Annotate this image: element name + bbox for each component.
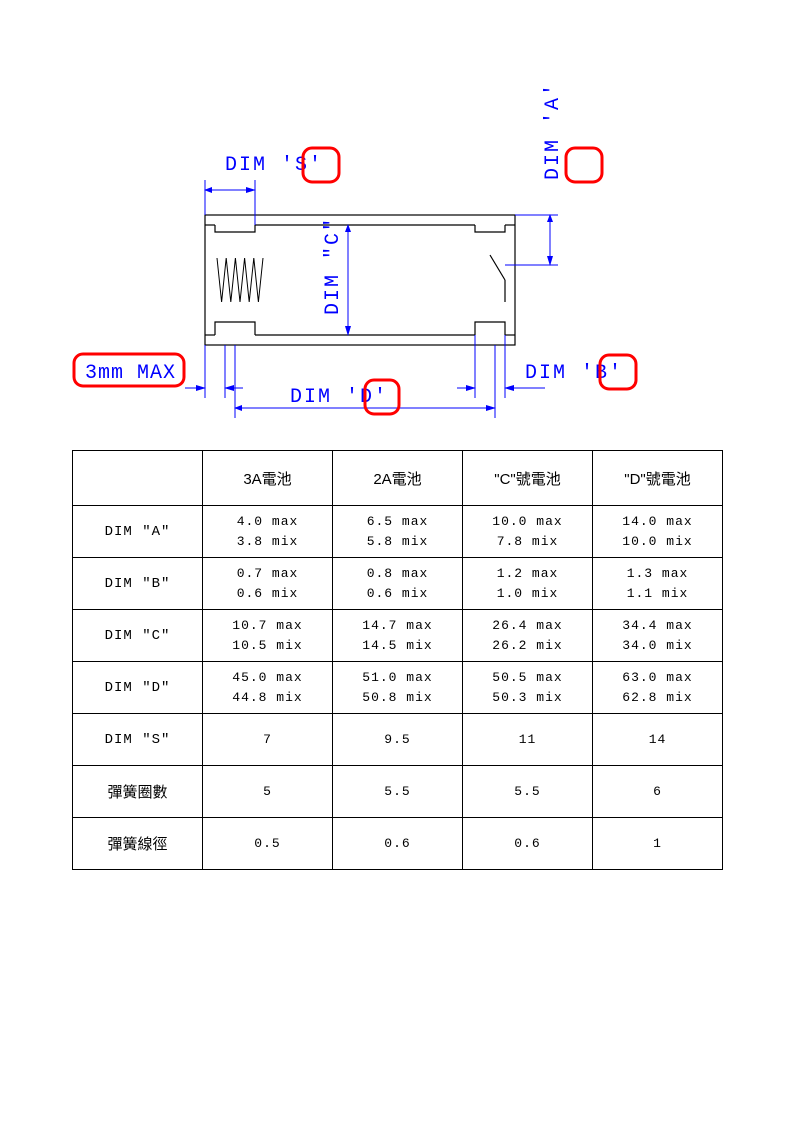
- col-header: 3A電池: [203, 451, 333, 506]
- table-cell: 0.7 max0.6 mix: [203, 558, 333, 610]
- dim-b-label: DIM 'B': [525, 362, 623, 385]
- table-cell: 7: [203, 714, 333, 766]
- dim-s-label: DIM 'S': [225, 154, 323, 177]
- table-cell: 14: [593, 714, 723, 766]
- table-cell: 11: [463, 714, 593, 766]
- table-cell: 14.7 max14.5 mix: [333, 610, 463, 662]
- col-header: "D"號電池: [593, 451, 723, 506]
- row-label: 彈簧圈數: [73, 766, 203, 818]
- table-cell: 10.0 max7.8 mix: [463, 506, 593, 558]
- table-cell: 9.5: [333, 714, 463, 766]
- table-cell: 63.0 max62.8 mix: [593, 662, 723, 714]
- table-cell: 45.0 max44.8 mix: [203, 662, 333, 714]
- table-cell: 4.0 max3.8 mix: [203, 506, 333, 558]
- table-cell: 51.0 max50.8 mix: [333, 662, 463, 714]
- col-header: 2A電池: [333, 451, 463, 506]
- dim-d-label: DIM 'D': [290, 386, 388, 409]
- row-label: DIM "C": [73, 610, 203, 662]
- table-row: 彈簧線徑0.50.60.61: [73, 818, 723, 870]
- table-cell: 6.5 max5.8 mix: [333, 506, 463, 558]
- table-cell: 1: [593, 818, 723, 870]
- table-cell: 5: [203, 766, 333, 818]
- page-root: DIM 'S' DIM 'A' DIM "C" DIM 'B' DIM 'D' 3mm M…: [0, 0, 793, 1122]
- table-row: DIM "D"45.0 max44.8 mix51.0 max50.8 mix5…: [73, 662, 723, 714]
- spring-icon: [217, 258, 263, 302]
- row-label: 彈簧線徑: [73, 818, 203, 870]
- row-label: DIM "B": [73, 558, 203, 610]
- table-cell: 1.2 max1.0 mix: [463, 558, 593, 610]
- table-cell: 5.5: [333, 766, 463, 818]
- table-cell: 0.6: [463, 818, 593, 870]
- table-cell: 0.6: [333, 818, 463, 870]
- col-header: "C"號電池: [463, 451, 593, 506]
- table-header-row: 3A電池2A電池"C"號電池"D"號電池: [73, 451, 723, 506]
- table-cell: 10.7 max10.5 mix: [203, 610, 333, 662]
- table-row: 彈簧圈數55.55.56: [73, 766, 723, 818]
- table-cell: 5.5: [463, 766, 593, 818]
- row-label: DIM "A": [73, 506, 203, 558]
- table-cell: 26.4 max26.2 mix: [463, 610, 593, 662]
- row-label: DIM "S": [73, 714, 203, 766]
- table-row: DIM "C"10.7 max10.5 mix14.7 max14.5 mix2…: [73, 610, 723, 662]
- battery-holder-diagram: DIM 'S' DIM 'A' DIM "C" DIM 'B' DIM 'D' 3mm M…: [0, 0, 793, 430]
- dim-a-label: DIM 'A': [542, 82, 565, 180]
- dim-c-label: DIM "C": [322, 217, 345, 315]
- table-row: DIM "A"4.0 max3.8 mix6.5 max5.8 mix10.0 …: [73, 506, 723, 558]
- table-row: DIM "B"0.7 max0.6 mix0.8 max0.6 mix1.2 m…: [73, 558, 723, 610]
- table-cell: 50.5 max50.3 mix: [463, 662, 593, 714]
- row-label: DIM "D": [73, 662, 203, 714]
- col-header-blank: [73, 451, 203, 506]
- note-3mm-max: 3mm MAX: [85, 362, 176, 385]
- table-cell: 0.8 max0.6 mix: [333, 558, 463, 610]
- table-row: DIM "S"79.51114: [73, 714, 723, 766]
- table-cell: 14.0 max10.0 mix: [593, 506, 723, 558]
- table-cell: 6: [593, 766, 723, 818]
- table-cell: 1.3 max1.1 mix: [593, 558, 723, 610]
- table-cell: 0.5: [203, 818, 333, 870]
- table-cell: 34.4 max34.0 mix: [593, 610, 723, 662]
- spec-table: 3A電池2A電池"C"號電池"D"號電池 DIM "A"4.0 max3.8 m…: [72, 450, 723, 870]
- highlight-a: [566, 148, 602, 182]
